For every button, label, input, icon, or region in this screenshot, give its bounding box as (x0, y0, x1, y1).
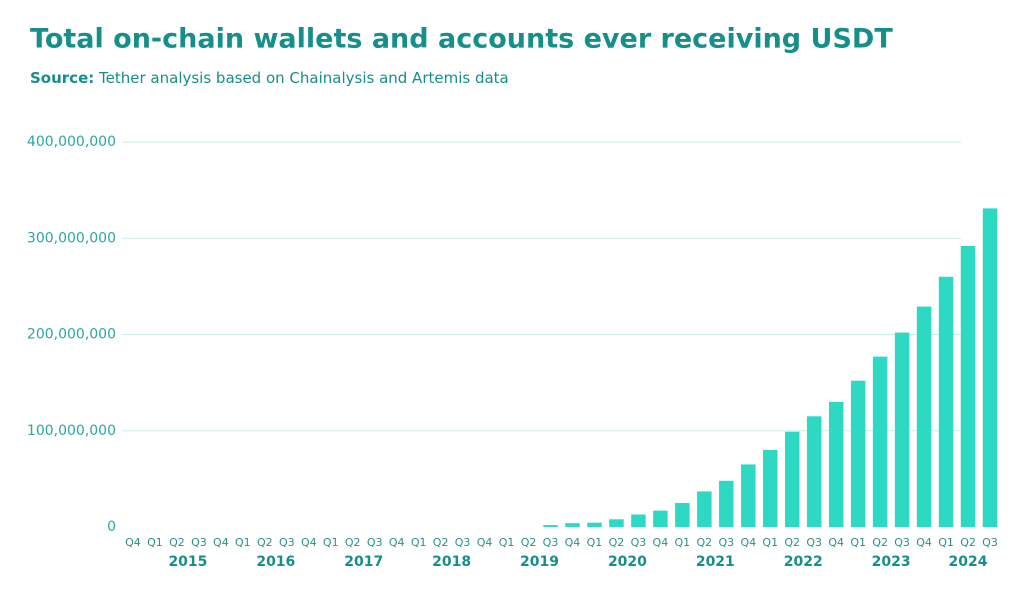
bar (828, 401, 844, 527)
x-tick-label: Q4 (828, 536, 844, 549)
x-tick-label: Q1 (235, 536, 251, 549)
x-tick-label: Q2 (257, 536, 273, 549)
x-tick-label: Q3 (191, 536, 207, 549)
source-label: Source: (30, 69, 94, 87)
bar (741, 464, 756, 527)
x-tick-label: Q1 (147, 536, 163, 549)
x-tick-label: Q2 (784, 536, 800, 549)
source-text: Tether analysis based on Chainalysis and… (98, 69, 509, 87)
x-tick-label: Q4 (213, 536, 229, 549)
x-tick-label: Q3 (982, 536, 998, 549)
y-tick-label: 300,000,000 (27, 230, 116, 246)
bar (587, 522, 602, 527)
bar (806, 416, 822, 527)
bar (916, 306, 932, 527)
x-tick-label: Q1 (323, 536, 339, 549)
year-label: 2021 (696, 554, 735, 570)
bar (850, 380, 866, 527)
y-tick-label: 400,000,000 (27, 134, 116, 150)
bar (653, 510, 668, 527)
bar (543, 525, 558, 527)
bar (609, 519, 624, 527)
chart-title: Total on-chain wallets and accounts ever… (30, 24, 893, 55)
x-tick-label: Q1 (499, 536, 515, 549)
x-tick-label: Q2 (169, 536, 185, 549)
bar (872, 356, 888, 527)
x-tick-label: Q3 (543, 536, 559, 549)
x-tick-label: Q2 (872, 536, 888, 549)
x-tick-label: Q3 (455, 536, 471, 549)
x-tick-label: Q3 (279, 536, 295, 549)
year-label: 2022 (784, 554, 823, 570)
x-tick-label: Q4 (653, 536, 669, 549)
year-label: 2017 (344, 554, 383, 570)
x-tick-label: Q2 (433, 536, 449, 549)
y-tick-label: 200,000,000 (27, 327, 116, 343)
x-tick-label: Q1 (938, 536, 954, 549)
x-tick-label: Q1 (675, 536, 691, 549)
source: Source: Tether analysis based on Chainal… (30, 69, 509, 87)
bar (960, 245, 976, 527)
x-tick-label: Q2 (697, 536, 713, 549)
bar (719, 480, 734, 527)
bar (697, 491, 712, 527)
x-tick-label: Q2 (521, 536, 537, 549)
x-tick-label: Q4 (477, 536, 493, 549)
x-tick-label: Q4 (916, 536, 932, 549)
bar (631, 514, 646, 527)
year-label: 2018 (432, 554, 471, 570)
bar (565, 523, 580, 527)
y-tick-label: 100,000,000 (27, 423, 116, 439)
bar (763, 450, 778, 527)
x-tick-label: Q3 (718, 536, 734, 549)
x-tick-label: Q3 (806, 536, 822, 549)
year-label: 2016 (256, 554, 295, 570)
bar (938, 276, 954, 527)
x-tick-label: Q1 (411, 536, 427, 549)
x-tick-label: Q4 (389, 536, 405, 549)
year-label: 2024 (949, 554, 988, 570)
x-tick-label: Q4 (565, 536, 581, 549)
x-tick-label: Q3 (894, 536, 910, 549)
x-tick-label: Q1 (587, 536, 603, 549)
x-tick-label: Q1 (850, 536, 866, 549)
x-tick-label: Q1 (762, 536, 778, 549)
x-tick-label: Q4 (125, 536, 141, 549)
x-tick-label: Q2 (345, 536, 361, 549)
x-tick-label: Q4 (301, 536, 317, 549)
bar (982, 208, 998, 527)
year-label: 2020 (608, 554, 647, 570)
x-tick-label: Q4 (740, 536, 756, 549)
bar (894, 332, 910, 527)
bar (784, 431, 800, 527)
y-tick-label: 0 (107, 519, 116, 535)
x-tick-label: Q3 (367, 536, 383, 549)
x-tick-label: Q2 (960, 536, 976, 549)
year-label: 2015 (168, 554, 207, 570)
x-tick-label: Q2 (609, 536, 625, 549)
x-tick-label: Q3 (631, 536, 647, 549)
bar (675, 502, 690, 527)
year-label: 2023 (872, 554, 911, 570)
year-label: 2019 (520, 554, 559, 570)
